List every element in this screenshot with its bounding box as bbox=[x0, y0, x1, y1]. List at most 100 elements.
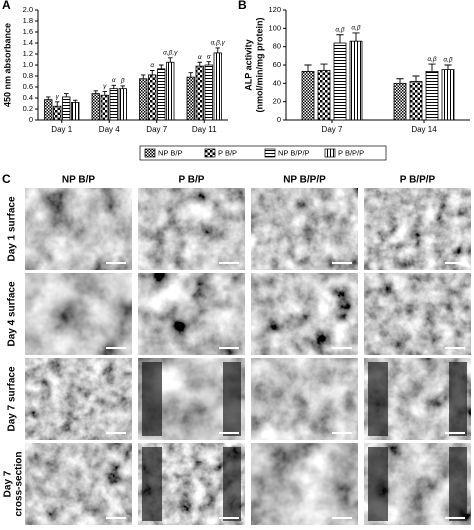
error-bar bbox=[336, 34, 344, 43]
bar bbox=[441, 69, 455, 121]
sem-image bbox=[364, 273, 471, 355]
bar bbox=[71, 102, 80, 121]
column-header: NP B/P bbox=[62, 175, 95, 186]
sem-image bbox=[138, 188, 245, 270]
panel-label: B bbox=[238, 0, 247, 12]
sem-image bbox=[25, 358, 132, 440]
significance-label: α,β bbox=[427, 56, 437, 63]
bar bbox=[409, 81, 423, 121]
x-tick-label: Day 7 bbox=[146, 125, 167, 134]
panel-label: C bbox=[2, 172, 11, 186]
y-axis-title: 450 nm absorbance bbox=[2, 23, 12, 107]
legend-swatch bbox=[324, 148, 336, 158]
error-bar bbox=[150, 70, 155, 75]
sem-image bbox=[25, 188, 132, 270]
x-tick-label: Day 1 bbox=[51, 125, 72, 134]
sem-image bbox=[138, 273, 245, 355]
x-tick-label: Day 11 bbox=[192, 125, 217, 134]
y-tick-label: 1.4 bbox=[23, 38, 33, 47]
bar bbox=[393, 82, 407, 121]
y-tick-label: 40 bbox=[273, 78, 281, 87]
error-bar bbox=[412, 75, 420, 82]
bar bbox=[425, 71, 439, 121]
significance-label: γ bbox=[103, 83, 107, 90]
error-bar bbox=[64, 93, 69, 97]
legend-label: NP B/P/P bbox=[278, 148, 310, 157]
y-tick-label: 80 bbox=[273, 42, 281, 51]
y-tick-label: 0 bbox=[277, 115, 281, 124]
sem-image bbox=[251, 273, 358, 355]
significance-label: γ bbox=[56, 94, 60, 101]
y-tick-label: 0.4 bbox=[23, 93, 33, 102]
significance-label: α bbox=[150, 62, 154, 69]
legend-box bbox=[139, 145, 387, 161]
y-axis-title: ALP activity bbox=[243, 39, 253, 90]
column-header: P B/P/P bbox=[400, 175, 436, 186]
pore-shadow bbox=[223, 362, 241, 436]
significance-label: β bbox=[120, 78, 125, 85]
row-label: Day 7 surface bbox=[7, 366, 18, 431]
bar bbox=[186, 76, 195, 121]
y-tick-label: 1.8 bbox=[23, 16, 33, 25]
y-tick-label: 1.2 bbox=[23, 49, 33, 58]
bar bbox=[301, 71, 315, 121]
bar bbox=[53, 105, 62, 121]
bar bbox=[118, 88, 127, 121]
bar bbox=[109, 88, 118, 121]
pore-shadow bbox=[368, 362, 388, 436]
bar bbox=[349, 40, 363, 121]
bar bbox=[100, 94, 109, 121]
bar bbox=[62, 96, 71, 121]
error-bar bbox=[55, 101, 60, 107]
bar bbox=[91, 93, 100, 121]
error-bar bbox=[444, 64, 452, 70]
error-bar bbox=[352, 32, 360, 42]
error-bar bbox=[120, 85, 125, 89]
error-bar bbox=[206, 61, 211, 65]
row-label: Day 1 surface bbox=[7, 196, 18, 261]
x-tick-label: Day 14 bbox=[411, 125, 437, 134]
y-tick-label: 60 bbox=[273, 60, 281, 69]
bar bbox=[213, 52, 222, 121]
y-tick-label: 120 bbox=[268, 5, 281, 14]
significance-label: α,β bbox=[443, 57, 453, 64]
bar bbox=[139, 78, 148, 121]
bar bbox=[333, 42, 347, 121]
bar bbox=[166, 61, 175, 121]
significance-label: α,β,γ bbox=[163, 50, 178, 57]
legend-swatch bbox=[204, 148, 216, 158]
bar bbox=[195, 65, 204, 121]
error-bar bbox=[304, 64, 312, 72]
pore-shadow bbox=[142, 447, 162, 521]
y-tick-label: 20 bbox=[273, 97, 281, 106]
sem-image bbox=[251, 188, 358, 270]
error-bar bbox=[197, 61, 202, 67]
y-tick-label: 1.6 bbox=[23, 27, 33, 36]
row-label: Day 4 surface bbox=[7, 281, 18, 346]
column-header: P B/P bbox=[179, 175, 205, 186]
pore-shadow bbox=[449, 362, 467, 436]
significance-label: α bbox=[112, 77, 116, 84]
row-label: Day 7 bbox=[3, 470, 14, 497]
panel-label: A bbox=[2, 0, 11, 12]
error-bar bbox=[215, 47, 220, 53]
y-tick-label: 0.2 bbox=[23, 104, 33, 113]
significance-label: α,β,γ bbox=[211, 40, 226, 47]
legend-swatch bbox=[144, 148, 156, 158]
bar bbox=[44, 99, 53, 121]
sem-image bbox=[364, 188, 471, 270]
sem-image bbox=[251, 358, 358, 440]
error-bar bbox=[159, 64, 164, 69]
legend-label: P B/P bbox=[218, 148, 237, 157]
bar bbox=[148, 74, 157, 121]
legend-swatch bbox=[264, 148, 276, 158]
bar bbox=[157, 68, 166, 121]
error-bar bbox=[428, 63, 436, 72]
sem-image bbox=[25, 273, 132, 355]
y-tick-label: 0 bbox=[29, 115, 33, 124]
error-bar bbox=[111, 84, 116, 89]
error-bar bbox=[102, 90, 107, 96]
error-bar bbox=[168, 57, 173, 63]
significance-label: α bbox=[207, 53, 211, 60]
